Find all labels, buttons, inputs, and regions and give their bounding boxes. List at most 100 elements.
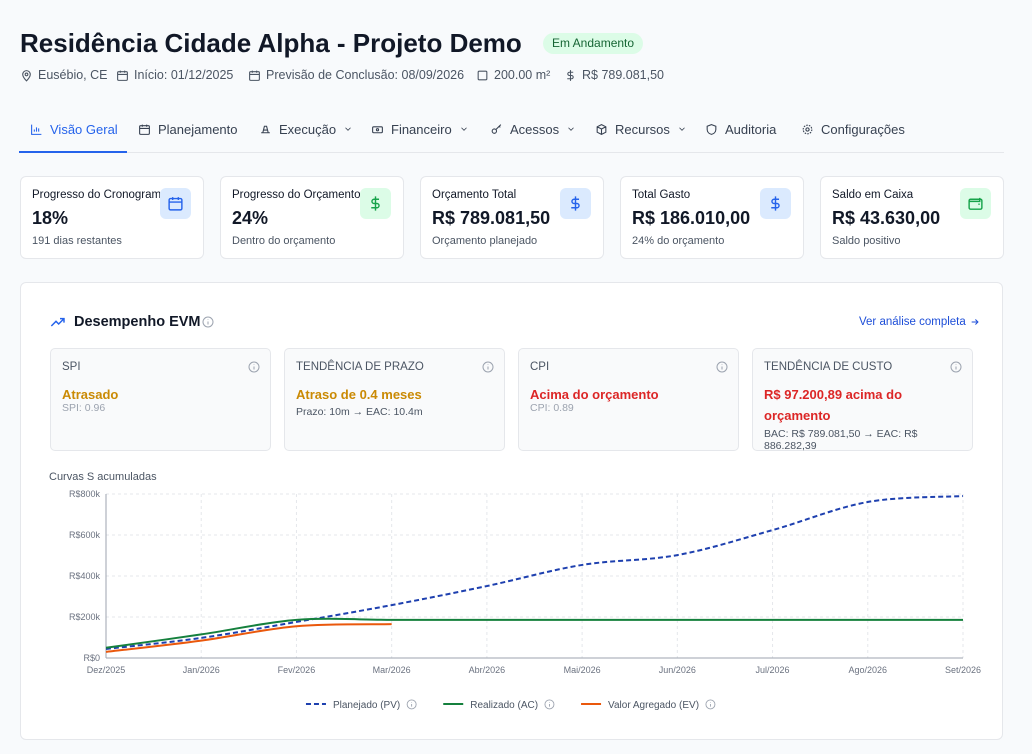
nav-tab[interactable]: Planejamento	[138, 121, 238, 137]
kpi-card: Saldo em Caixa R$ 43.630,00 Saldo positivo	[820, 176, 1004, 259]
x-tick-label: Dez/2025	[87, 665, 126, 675]
x-tick-label: Jan/2026	[183, 665, 220, 675]
meta-end: Previsão de Conclusão: 08/09/2026	[248, 67, 464, 83]
evm-status: Atrasado	[62, 387, 119, 402]
kpi-value: R$ 186.010,00	[632, 208, 751, 228]
evm-label: SPI	[62, 361, 81, 373]
series-line	[105, 617, 963, 649]
meta-text: R$ 789.081,50	[582, 68, 665, 82]
nav-tab[interactable]: Auditoria	[705, 121, 776, 137]
x-tick-label: Abr/2026	[469, 665, 506, 675]
series-line	[105, 495, 964, 650]
kpi-card: Progresso do Orçamento 24% Dentro do orçam…	[220, 176, 404, 259]
evm-title: Desempenho EVM	[74, 314, 201, 330]
meta-start: Início: 01/12/2025	[116, 67, 233, 83]
nav-tab[interactable]: Execução	[259, 121, 353, 137]
kpi-note: Saldo positivo	[832, 235, 901, 247]
meta-text: Eusébio, CE	[38, 68, 108, 82]
evm-status: Atraso de 0.4 meses	[296, 387, 422, 402]
nav-tab[interactable]: Configurações	[801, 121, 905, 137]
kpi-label: Total Gasto	[632, 189, 691, 201]
kpi-label: Saldo em Caixa	[832, 189, 914, 201]
kpi-value: R$ 789.081,50	[432, 208, 551, 228]
kpi-value: R$ 43.630,00	[832, 208, 941, 228]
kpi-label: Orçamento Total	[432, 189, 517, 201]
tab-label[interactable]: Recursos	[615, 121, 670, 137]
evm-status: R$ 97.200,89 acima do orçamento	[764, 387, 903, 423]
info-icon	[482, 361, 494, 373]
kpi-icon	[560, 188, 591, 219]
kpi-note: 24% do orçamento	[632, 235, 725, 247]
kpi-card: Total Gasto R$ 186.010,00 24% do orçamento	[620, 176, 804, 259]
meta-text: Início: 01/12/2025	[134, 68, 234, 82]
tab-label[interactable]: Execução	[279, 121, 337, 137]
link-text[interactable]: Ver análise completa	[859, 316, 966, 328]
kpi-value: 18%	[32, 208, 69, 228]
meta-area: 200.00 m²	[476, 67, 550, 83]
info-icon	[950, 361, 962, 373]
legend-label: Realizado (AC)	[470, 700, 538, 711]
x-tick-label: Set/2026	[945, 665, 981, 675]
info-icon	[705, 699, 716, 710]
y-tick-label: R$0	[83, 653, 100, 663]
meta-text: 200.00 m²	[494, 68, 551, 82]
info-icon	[544, 699, 555, 710]
legend-label: Planejado (PV)	[333, 700, 400, 711]
evm-label: CPI	[530, 361, 550, 373]
x-tick-label: Fev/2026	[278, 665, 316, 675]
tab-label[interactable]: Financeiro	[391, 121, 452, 137]
evm-status: Acima do orçamento	[530, 387, 659, 402]
meta-text: Previsão de Conclusão: 08/09/2026	[266, 68, 465, 82]
x-tick-label: Ago/2026	[849, 665, 888, 675]
y-tick-label: R$800k	[69, 489, 101, 499]
project-title: Residência Cidade Alpha - Projeto Demo	[20, 28, 522, 58]
evm-link[interactable]: Ver análise completa	[859, 316, 980, 328]
nav-tab[interactable]: Acessos	[490, 121, 576, 137]
evm-detail: CPI: 0.89	[530, 402, 574, 414]
active-tab-indicator	[19, 151, 127, 153]
info-icon	[202, 316, 214, 328]
evm-detail: BAC: R$ 789.081,50 → EAC: R$ 886.282,39	[764, 428, 918, 452]
tab-label[interactable]: Acessos	[510, 121, 560, 137]
evm-card: CPI Acima do orçamento CPI: 0.89	[518, 348, 739, 451]
tab-label[interactable]: Configurações	[821, 121, 905, 137]
tabs-divider	[19, 152, 1004, 153]
trend-icon	[50, 317, 65, 327]
evm-label: TENDÊNCIA DE CUSTO	[764, 361, 893, 373]
tab-label[interactable]: Planejamento	[158, 121, 238, 137]
kpi-icon	[160, 188, 191, 219]
chart-title: Curvas S acumuladas	[49, 471, 157, 483]
nav-tab[interactable]: Recursos	[595, 121, 687, 137]
x-tick-label: Mar/2026	[373, 665, 411, 675]
y-tick-label: R$400k	[69, 571, 101, 581]
kpi-value: 24%	[232, 208, 269, 228]
evm-card: SPI Atrasado SPI: 0.96	[50, 348, 271, 451]
status-badge: Em Andamento	[543, 33, 644, 54]
kpi-note: Dentro do orçamento	[232, 235, 336, 247]
tab-label[interactable]: Auditoria	[725, 121, 777, 137]
evm-card: TENDÊNCIA DE CUSTO R$ 97.200,89 acima do …	[752, 348, 973, 452]
kpi-note: Orçamento planejado	[432, 235, 538, 247]
evm-card: TENDÊNCIA DE PRAZO Atraso de 0.4 meses Pra…	[284, 348, 505, 451]
evm-detail: Prazo: 10m → EAC: 10.4m	[296, 406, 423, 418]
series-line	[105, 623, 392, 653]
kpi-card: Orçamento Total R$ 789.081,50 Orçamento pl…	[420, 176, 604, 259]
kpi-icon	[960, 188, 991, 219]
nav-tab[interactable]: Financeiro	[371, 121, 469, 137]
tab-label[interactable]: Visão Geral	[50, 121, 118, 137]
kpi-label: Progresso do Orçamento	[232, 189, 361, 201]
y-tick-label: R$600k	[69, 530, 101, 540]
evm-label: TENDÊNCIA DE PRAZO	[296, 361, 424, 373]
info-icon	[248, 361, 260, 373]
nav-tab[interactable]: Visão Geral	[30, 121, 118, 137]
evm-detail: SPI: 0.96	[62, 402, 106, 414]
kpi-label: Progresso do Cronograma	[32, 189, 168, 201]
info-icon	[716, 361, 728, 373]
chart: R$0 R$200k R$400k R$600k R$800k Dez/2025 Jan/2…	[69, 489, 981, 711]
x-tick-label: Mai/2026	[564, 665, 601, 675]
kpi-note: 191 dias restantes	[32, 235, 122, 247]
info-icon	[406, 699, 417, 710]
legend: Planejado (PV) Realizado (AC) Valor Agrega…	[305, 699, 716, 711]
meta-budget: R$ 789.081,50	[564, 67, 664, 83]
